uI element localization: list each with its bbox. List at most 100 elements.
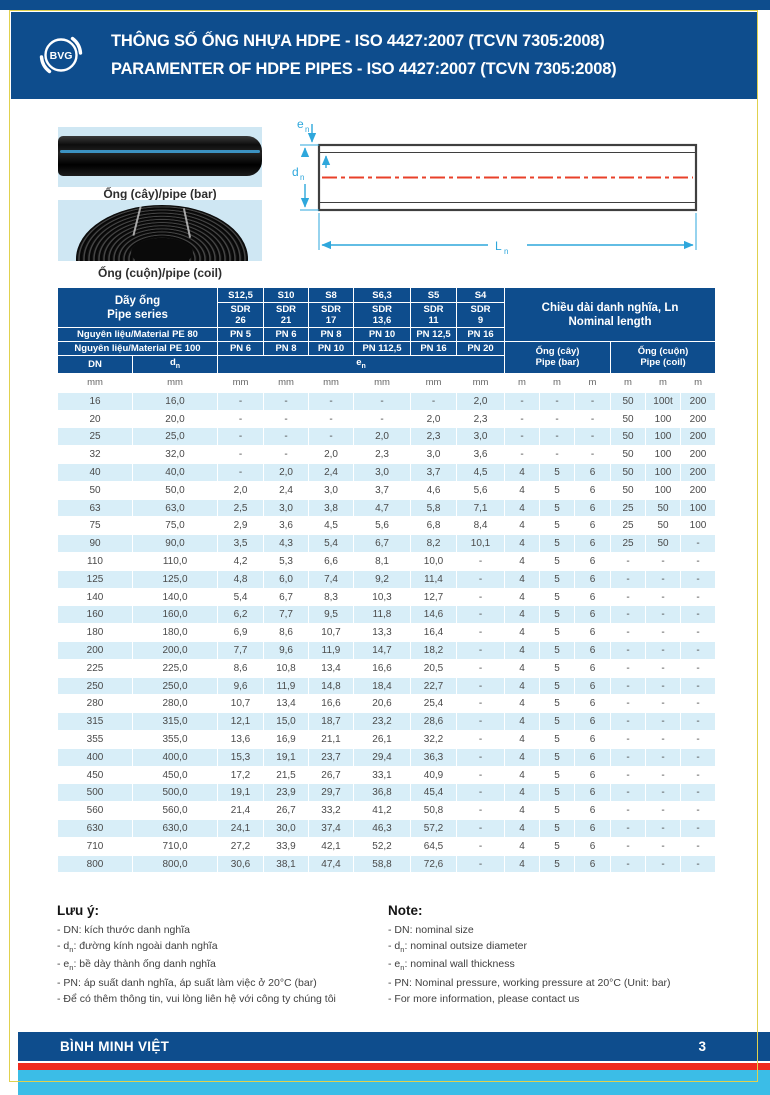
table-row: 200 200,0 7,7 9,6 11,9 14,7 18,2-4 5 6- - - [57, 641, 717, 660]
dn-diameter-header: dn [131, 355, 219, 374]
table-cell: 5 [539, 765, 576, 785]
notes-english: Note: - DN: nominal size - dn: nominal ou… [388, 903, 718, 1007]
table-cell: 3,7 [410, 463, 458, 482]
table-cell: 2,0 [217, 480, 265, 500]
table-cell: 160 [57, 605, 133, 625]
pipe-table-body: 16 16,0- - - - -2,0- - -50 100t 200 20 20,0- - - -2,0 2… [57, 391, 717, 874]
table-cell: 6 [574, 463, 612, 482]
coil-length-header: Ống (cuộn) Pipe (coil) [610, 341, 717, 374]
sdr-col-header: SDR 9 [456, 302, 506, 328]
table-cell: - [680, 836, 717, 856]
table-row: 355 355,0 13,6 16,9 21,1 26,1 32,2-4 5 6- - - [57, 730, 717, 749]
table-cell: 27,2 [217, 836, 265, 856]
table-cell: 6 [574, 836, 612, 856]
series-header: Dãy ống Pipe series [56, 287, 219, 328]
table-cell: 3,6 [263, 516, 310, 536]
table-cell: - [645, 819, 682, 838]
table-cell: 16,4 [410, 623, 458, 643]
table-cell: - [456, 676, 506, 696]
table-row: 32 32,0- -2,0 2,3 3,0 3,6- - -50 100 200 [57, 445, 717, 465]
table-row: 800 800,0 30,6 38,1 47,4 58,8 72,6-4 5 6- - - [57, 854, 717, 874]
table-row: 400 400,0 15,3 19,1 23,7 29,4 36,3-4 5 6- - - [57, 747, 717, 767]
table-cell: - [574, 427, 612, 447]
footer-company-name: BÌNH MINH VIỆT [60, 1039, 170, 1054]
table-cell: - [610, 569, 647, 589]
table-cell: 5 [539, 747, 576, 767]
table-cell: 100t [645, 391, 682, 411]
table-cell: - [645, 587, 682, 607]
table-cell: 29,7 [308, 783, 355, 803]
table-cell: 4 [504, 516, 541, 536]
table-cell: 100 [645, 445, 682, 465]
pn-pe80-cell: PN 12,5 [410, 327, 458, 342]
table-cell: 5 [539, 516, 576, 536]
table-cell: 315,0 [131, 712, 219, 732]
table-cell: - [410, 391, 458, 411]
table-header-row-pe80: Nguyên liệu/Material PE 80 PN 5 PN 6 PN … [56, 327, 716, 342]
note-line: - dn: đường kính ngoài danh nghĩa [57, 939, 218, 954]
table-cell: 90 [57, 534, 133, 554]
table-cell: 17,2 [217, 765, 265, 785]
diagram-label-e: e [297, 117, 304, 131]
table-cell: - [645, 747, 682, 767]
table-cell: 3,6 [456, 445, 506, 465]
notes-vi-list: - DN: kích thước danh nghĩa - dn: đường k… [57, 923, 387, 1007]
table-cell: 4,3 [263, 534, 310, 554]
table-cell: 9,2 [353, 569, 412, 589]
table-cell: 630,0 [131, 819, 219, 838]
table-cell: 5 [539, 676, 576, 696]
table-cell: 5 [539, 783, 576, 803]
table-cell: - [574, 445, 612, 465]
note-line: - PN: Nominal pressure, working pressure… [388, 976, 671, 989]
note-line: - For more information, please contact u… [388, 992, 580, 1005]
table-cell: 4,5 [456, 463, 506, 482]
table-cell: 8,6 [263, 623, 310, 643]
table-cell: - [308, 409, 355, 429]
table-cell: 7,7 [263, 605, 310, 625]
table-cell: 5 [539, 801, 576, 821]
table-row: 560 560,0 21,4 26,7 33,2 41,2 50,8-4 5 6- - - [57, 801, 717, 821]
table-cell: - [645, 783, 682, 803]
table-cell: - [680, 783, 717, 803]
table-cell: - [504, 391, 541, 411]
pipe-coil-caption: Ống (cuộn)/pipe (coil) [98, 266, 222, 280]
table-cell: 110,0 [131, 552, 219, 571]
unit-cell: m [610, 373, 646, 393]
table-cell: 3,0 [410, 445, 458, 465]
table-cell: 5 [539, 463, 576, 482]
table-cell: 5 [539, 836, 576, 856]
table-cell: 5 [539, 694, 576, 714]
table-cell: - [680, 854, 717, 874]
table-cell: 6 [574, 854, 612, 874]
table-cell: 5,8 [410, 498, 458, 518]
unit-cell: mm [132, 373, 218, 393]
table-row: 75 75,0 2,9 3,6 4,5 5,6 6,8 8,4 4 5 6 25 50 100 [57, 516, 717, 536]
pn-pe100-cell: PN 112,5 [353, 341, 412, 356]
table-cell: 180 [57, 623, 133, 643]
table-cell: 630 [57, 819, 133, 838]
table-cell: 225,0 [131, 658, 219, 678]
table-cell: - [645, 641, 682, 660]
table-cell: - [680, 730, 717, 749]
footer-cyan-stripe [18, 1070, 770, 1095]
table-cell: 4 [504, 819, 541, 838]
table-cell: 32 [57, 445, 133, 465]
table-cell: 23,9 [263, 783, 310, 803]
table-cell: - [456, 712, 506, 732]
table-cell: - [610, 552, 647, 571]
table-cell: - [680, 587, 717, 607]
table-row: 225 225,0 8,6 10,8 13,4 16,6 20,5-4 5 6- - - [57, 658, 717, 678]
table-cell: - [217, 409, 265, 429]
table-row: 180 180,0 6,9 8,6 10,7 13,3 16,4-4 5 6- - - [57, 623, 717, 643]
unit-cell: m [504, 373, 540, 393]
table-cell: - [456, 747, 506, 767]
table-cell: - [610, 730, 647, 749]
table-cell: 25 [610, 498, 647, 518]
table-cell: - [645, 552, 682, 571]
table-cell: 37,4 [308, 819, 355, 838]
sdr-col-header: SDR 26 [217, 302, 265, 328]
table-cell: - [539, 427, 576, 447]
table-cell: 36,3 [410, 747, 458, 767]
table-cell: 14,8 [308, 676, 355, 696]
